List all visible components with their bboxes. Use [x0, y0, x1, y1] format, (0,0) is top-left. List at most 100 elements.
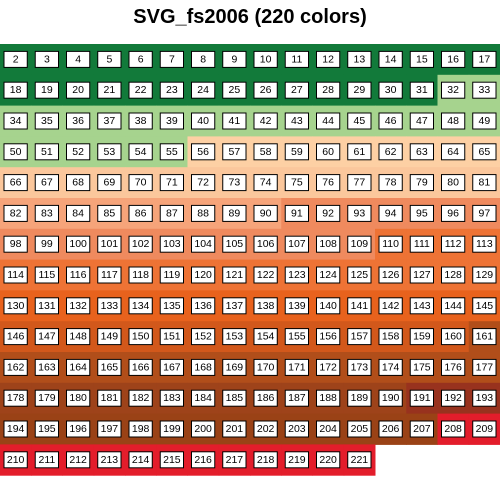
label-box	[66, 420, 91, 438]
label-box	[34, 112, 59, 130]
label-box	[128, 297, 153, 315]
label-box	[97, 297, 122, 315]
swatch-label: 105	[226, 238, 244, 250]
label-box	[472, 81, 497, 99]
label-box	[97, 420, 122, 438]
swatch-label: 121	[226, 269, 244, 281]
swatch-label: 87	[166, 207, 178, 219]
label-box	[253, 328, 278, 346]
swatch-label: 192	[444, 392, 462, 404]
label-box	[378, 81, 403, 99]
label-box	[347, 266, 372, 284]
swatch-label: 38	[135, 115, 147, 127]
swatch-label: 41	[229, 115, 241, 127]
swatch-label: 36	[72, 115, 84, 127]
swatch-label: 85	[104, 207, 116, 219]
swatch-label: 51	[41, 146, 53, 158]
label-box	[378, 50, 403, 68]
label-box	[378, 297, 403, 315]
label-box	[441, 204, 466, 222]
label-box	[378, 389, 403, 407]
swatch-label: 16	[447, 53, 459, 65]
label-box	[378, 266, 403, 284]
label-box	[222, 143, 247, 161]
label-box	[34, 266, 59, 284]
swatch-label: 171	[288, 361, 306, 373]
label-box	[472, 358, 497, 376]
label-box	[253, 174, 278, 192]
swatch-label: 39	[166, 115, 178, 127]
swatch-label: 125	[351, 269, 369, 281]
label-box	[347, 235, 372, 253]
label-box	[441, 358, 466, 376]
label-box	[347, 174, 372, 192]
label-box	[34, 420, 59, 438]
label-box	[191, 328, 216, 346]
label-box	[66, 297, 91, 315]
label-box	[284, 235, 309, 253]
label-box	[128, 266, 153, 284]
label-box	[66, 266, 91, 284]
label-box	[441, 112, 466, 130]
swatch-label: 57	[229, 146, 241, 158]
label-box	[159, 112, 184, 130]
label-box	[97, 50, 122, 68]
label-box	[316, 81, 341, 99]
swatch-label: 83	[41, 207, 53, 219]
swatch-label: 151	[163, 331, 181, 343]
swatch-label: 144	[444, 300, 462, 312]
label-box	[253, 358, 278, 376]
swatch-label: 136	[194, 300, 212, 312]
label-box	[3, 328, 28, 346]
label-box	[128, 420, 153, 438]
swatch-label: 122	[257, 269, 275, 281]
swatch-label: 25	[229, 84, 241, 96]
label-box	[191, 266, 216, 284]
label-box	[128, 50, 153, 68]
label-box	[34, 235, 59, 253]
label-box	[378, 204, 403, 222]
label-box	[66, 328, 91, 346]
label-box	[3, 420, 28, 438]
swatch-label: 194	[7, 423, 25, 435]
swatch-label: 81	[479, 177, 491, 189]
swatch-label: 195	[38, 423, 56, 435]
swatch-label: 146	[7, 331, 25, 343]
swatch-label: 156	[319, 331, 337, 343]
swatch-label: 159	[413, 331, 431, 343]
swatch-label: 12	[322, 53, 334, 65]
label-box	[3, 50, 28, 68]
label-box	[253, 297, 278, 315]
swatch-label: 153	[226, 331, 244, 343]
swatch-label: 33	[479, 84, 491, 96]
swatch-label: 157	[351, 331, 369, 343]
label-box	[222, 328, 247, 346]
swatch-label: 152	[194, 331, 212, 343]
swatch-label: 221	[351, 454, 369, 466]
swatch-label: 60	[322, 146, 334, 158]
label-box	[3, 358, 28, 376]
swatch-label: 139	[288, 300, 306, 312]
label-box	[253, 143, 278, 161]
swatch-label: 15	[416, 53, 428, 65]
label-box	[316, 50, 341, 68]
label-box	[347, 143, 372, 161]
label-box	[159, 389, 184, 407]
label-box	[378, 235, 403, 253]
swatch-label: 92	[322, 207, 334, 219]
swatch-label: 200	[194, 423, 212, 435]
swatch-label: 191	[413, 392, 431, 404]
label-box	[191, 204, 216, 222]
swatch-label: 20	[72, 84, 84, 96]
label-box	[191, 358, 216, 376]
label-box	[284, 50, 309, 68]
label-box	[222, 81, 247, 99]
swatch-label: 216	[194, 454, 212, 466]
label-box	[97, 389, 122, 407]
swatch-label: 114	[7, 269, 24, 281]
label-box	[3, 266, 28, 284]
swatch-label: 72	[197, 177, 209, 189]
label-box	[347, 420, 372, 438]
label-box	[3, 451, 28, 469]
swatch-label: 204	[319, 423, 337, 435]
